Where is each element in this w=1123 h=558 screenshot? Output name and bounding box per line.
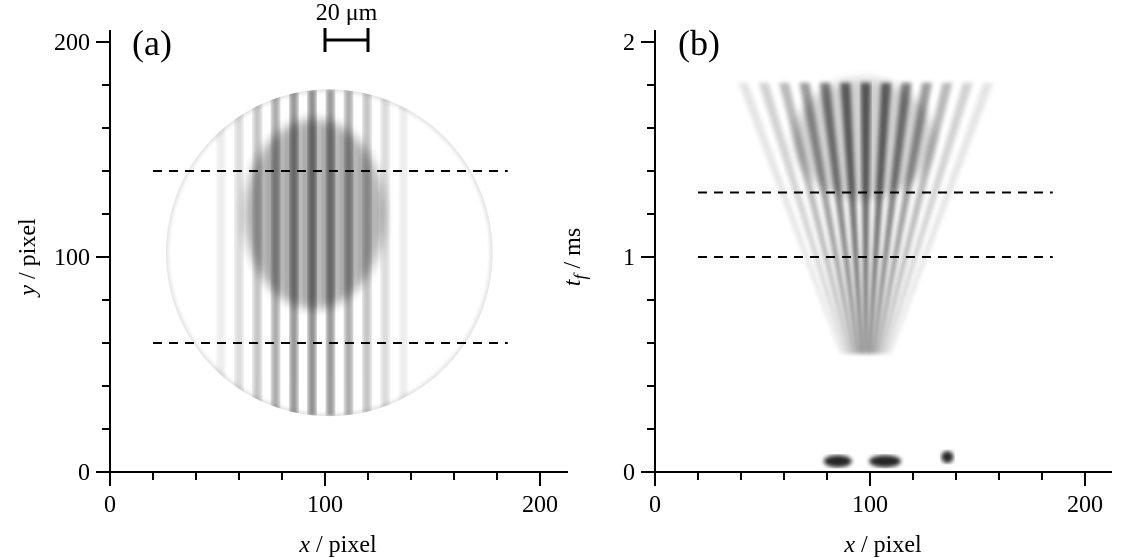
y-tick-label-a: 200: [54, 30, 90, 56]
fringe-gap: [372, 89, 376, 417]
y-axis-label-b: tf / ms: [560, 228, 590, 286]
absorption-image-b: [676, 10, 1064, 468]
fringe: [253, 89, 262, 417]
x-axis-label-a: x / pixel: [298, 532, 377, 558]
fringe: [308, 89, 317, 417]
x-tick-label-b: 100: [852, 492, 888, 518]
fringe: [381, 89, 390, 417]
fan-fringe: [884, 82, 973, 354]
source-blob: [941, 450, 954, 463]
fringe-gap: [390, 89, 394, 417]
source-blob: [869, 455, 902, 468]
axes-b: 0 100 200 0 1 2: [623, 30, 1112, 518]
dashed-lines-b: [698, 191, 1053, 258]
x-axis-label-b: x / pixel: [843, 532, 922, 558]
fan-fringe: [880, 82, 953, 354]
fringe: [289, 89, 298, 417]
absorption-image-a: [165, 89, 493, 417]
y-axis-label-a: y / pixel: [15, 218, 41, 298]
fan-core: [793, 78, 934, 199]
y-axis-unit-a: / pixel: [15, 218, 41, 285]
axes-a: 0 100 200 0 100 200: [54, 30, 568, 518]
y-axis-var-b: t: [560, 278, 586, 286]
x-axis-var-b: x: [843, 532, 855, 558]
panel-label-a: (a): [132, 23, 172, 63]
fringe: [344, 89, 353, 417]
fringe: [271, 89, 280, 417]
y-tick-label-a: 100: [54, 245, 90, 271]
atom-cloud: [165, 89, 493, 417]
fringe-gap: [226, 89, 230, 417]
fringe-gap: [262, 89, 267, 417]
fan-fringe: [738, 82, 844, 354]
dashed-lines-a: [153, 170, 508, 344]
fringe-gap: [317, 89, 321, 417]
fringe-gap: [408, 89, 413, 417]
fringe-gap: [335, 89, 340, 417]
y-tick-label-b: 0: [623, 460, 635, 486]
x-tick-label-a: 100: [307, 492, 343, 518]
y-tick-label-b: 2: [623, 30, 635, 56]
y-axis-sub-b: f: [570, 272, 590, 280]
fringe: [216, 89, 225, 417]
source-blob: [823, 455, 852, 468]
y-tick-label-a: 0: [78, 460, 90, 486]
fringe: [362, 89, 371, 417]
fringe-gap: [354, 89, 358, 417]
fringe-gap: [281, 89, 285, 417]
fringe: [234, 89, 244, 417]
fan-fringe: [758, 82, 848, 354]
x-tick-label-b: 200: [1067, 492, 1103, 518]
x-tick-label-a: 0: [104, 492, 116, 518]
x-axis-var-a: x: [298, 532, 310, 558]
fan-fringe: [888, 82, 994, 354]
x-tick-label-b: 0: [649, 492, 661, 518]
fringe: [399, 89, 408, 417]
panel-a: 0 100 200 0 100 200 20 μm (a) x / pixel y / p…: [15, 0, 568, 558]
fringe-gap: [299, 89, 303, 417]
y-axis-unit-b: / ms: [560, 228, 586, 275]
panel-b: 0 100 200 0 1 2 (b) x / pixel tf / ms: [560, 10, 1112, 558]
scale-bar: 20 μm: [316, 0, 378, 52]
x-tick-label-a: 200: [522, 492, 558, 518]
x-axis-unit-a: / pixel: [310, 532, 377, 558]
fringe-gap: [244, 89, 248, 417]
panel-label-b: (b): [678, 23, 720, 63]
fringe: [326, 89, 335, 417]
scale-bar-label: 20 μm: [316, 0, 378, 26]
x-axis-unit-b: / pixel: [855, 532, 922, 558]
y-tick-label-b: 1: [623, 245, 635, 271]
y-axis-var-a: y: [15, 285, 41, 298]
